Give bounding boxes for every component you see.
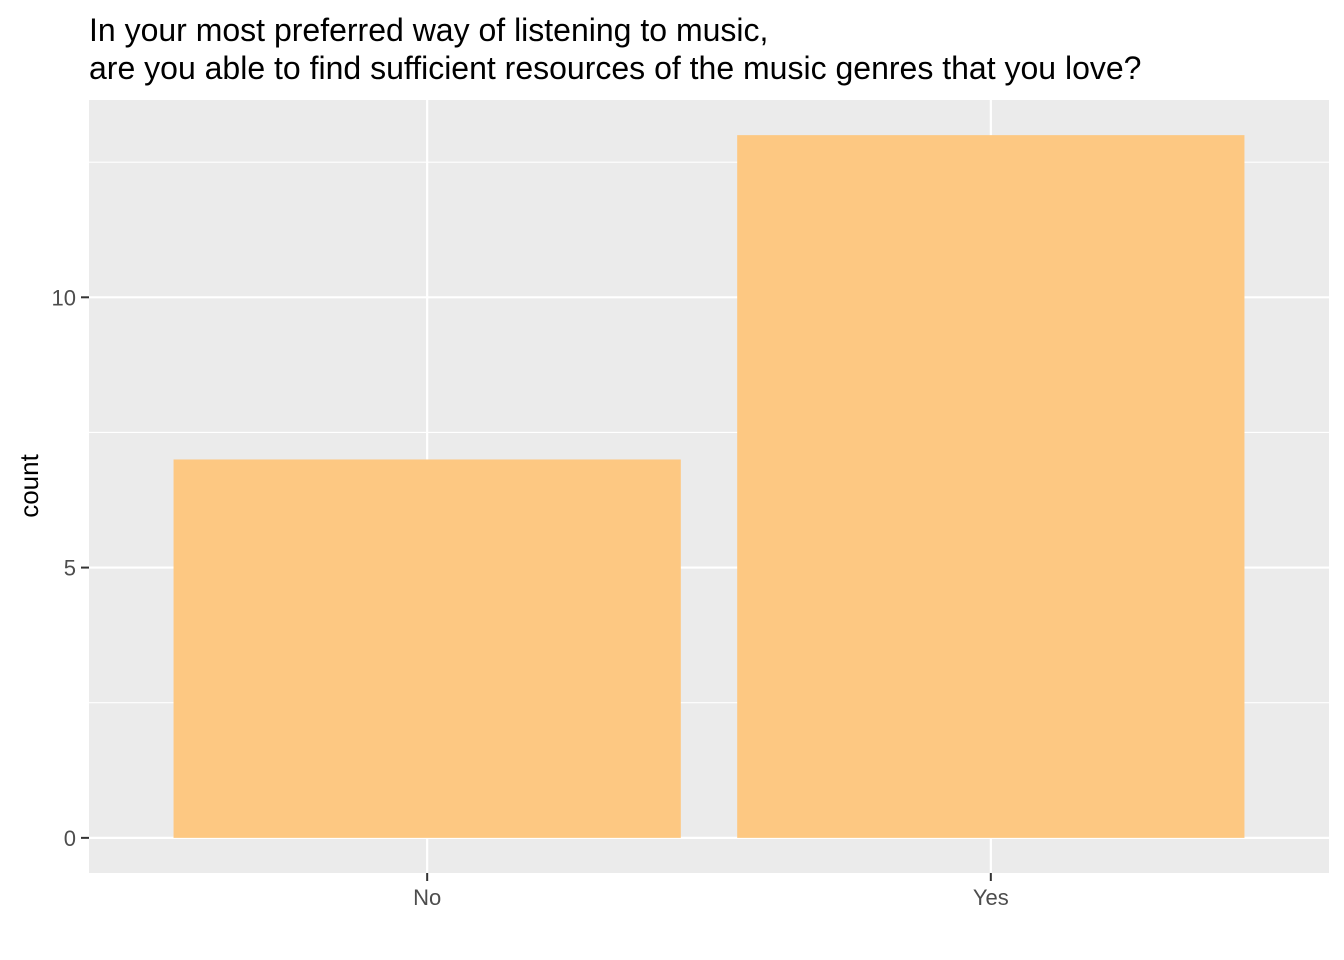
chart-title-line-2: are you able to find sufficient resource…	[89, 50, 1141, 86]
y-tick-label: 5	[64, 556, 76, 581]
bar-no	[173, 459, 681, 838]
bars	[173, 135, 1245, 838]
y-axis-title: count	[14, 453, 44, 517]
chart-title-line-1: In your most preferred way of listening …	[89, 12, 768, 48]
x-axis: No Yes	[413, 873, 1009, 910]
x-tick-label: No	[413, 885, 441, 910]
y-axis: 0 5 10	[52, 285, 89, 851]
y-tick-label: 0	[64, 826, 76, 851]
y-tick-label: 10	[52, 285, 76, 310]
x-tick-label: Yes	[973, 885, 1009, 910]
bar-yes	[737, 135, 1245, 838]
